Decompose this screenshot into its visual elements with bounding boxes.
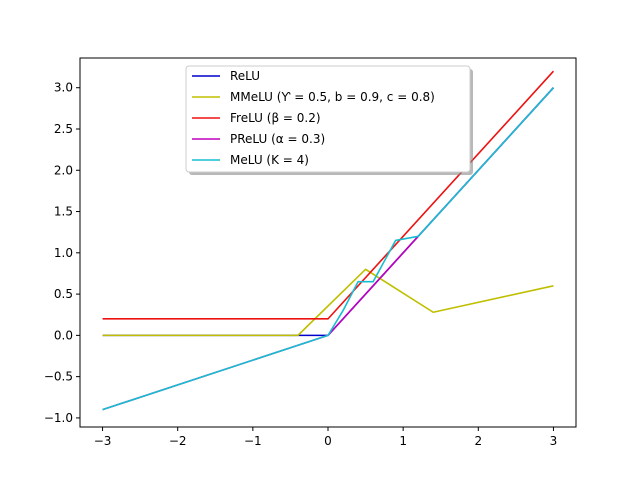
x-axis: −3 −2 −1 0 1 2 3 (94, 427, 558, 448)
y-tick-label: 1.5 (54, 205, 73, 219)
legend: ReLU MMeLU (Ƴ = 0.5, b = 0.9, c = 0.8) Fre… (185, 65, 473, 175)
legend-label: FreLU (β = 0.2) (230, 111, 321, 125)
legend-label: PReLU (α = 0.3) (230, 132, 325, 146)
legend-label: MMeLU (Ƴ = 0.5, b = 0.9, c = 0.8) (230, 90, 435, 104)
x-tick-label: −3 (94, 434, 112, 448)
x-tick-label: 0 (324, 434, 332, 448)
series-line-4 (102, 87, 555, 411)
y-tick-label: 0.5 (54, 287, 73, 301)
y-tick-label: 3.0 (54, 81, 73, 95)
y-tick-label: 2.0 (54, 163, 73, 177)
series-line-2 (102, 70, 555, 320)
y-axis: −1.0 −0.5 0.0 0.5 1.0 1.5 2.0 2.5 3.0 (44, 81, 80, 425)
y-tick-label: 2.5 (54, 122, 73, 136)
plot-lines (102, 70, 555, 411)
x-tick-label: −2 (169, 434, 187, 448)
legend-label: MeLU (K = 4) (230, 153, 309, 167)
x-tick-label: −1 (244, 434, 262, 448)
y-tick-label: −0.5 (44, 370, 73, 384)
series-line-1 (102, 268, 554, 337)
y-tick-label: 1.0 (54, 246, 73, 260)
y-tick-label: 0.0 (54, 328, 73, 342)
x-tick-label: 1 (399, 434, 407, 448)
x-tick-label: 3 (550, 434, 558, 448)
legend-box (185, 65, 471, 173)
legend-label: ReLU (230, 69, 260, 83)
x-tick-label: 2 (474, 434, 482, 448)
y-tick-label: −1.0 (44, 411, 73, 425)
